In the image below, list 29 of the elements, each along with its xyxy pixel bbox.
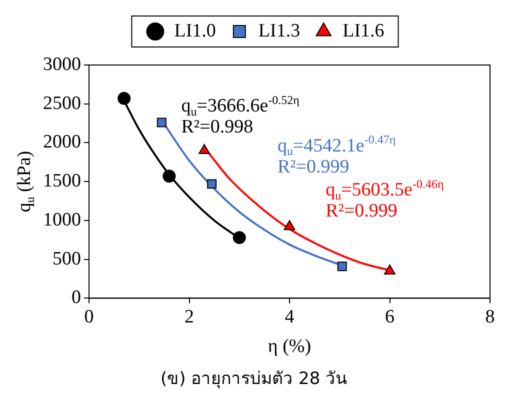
x-tick-label: 2	[184, 306, 194, 328]
point	[284, 220, 296, 230]
x-tick-label: 0	[84, 306, 94, 328]
y-axis-title: qu (kPa)	[14, 150, 37, 212]
y-tick-label: 2000	[43, 132, 81, 153]
legend-label: LI1.3	[258, 20, 300, 42]
legend-label: LI1.0	[174, 20, 216, 42]
annotation: R²=0.998	[181, 116, 254, 138]
y-tick-label: 3000	[43, 54, 81, 75]
x-axis-title: η (%)	[268, 336, 312, 357]
point	[337, 262, 347, 272]
point	[162, 170, 176, 183]
annotation: R²=0.999	[277, 156, 350, 178]
x-tick-label: 6	[385, 306, 394, 328]
x-tick-label: 4	[284, 306, 295, 328]
y-tick-label: 1500	[43, 170, 81, 192]
y-tick-label: 1000	[43, 209, 81, 230]
text: (ข) อายุการบ่มตัว 28 วัน	[159, 368, 349, 391]
y-tick-label: 0	[72, 287, 81, 308]
point	[198, 144, 210, 154]
point	[232, 231, 246, 244]
y-tick-label: 500	[52, 248, 81, 270]
point	[156, 118, 166, 128]
x-tick-label: 8	[485, 306, 495, 328]
legend-label: LI1.6	[342, 20, 384, 42]
y-tick-label: 2500	[43, 92, 81, 114]
annotation: R²=0.999	[326, 200, 398, 222]
point	[118, 92, 131, 105]
point	[207, 179, 217, 189]
